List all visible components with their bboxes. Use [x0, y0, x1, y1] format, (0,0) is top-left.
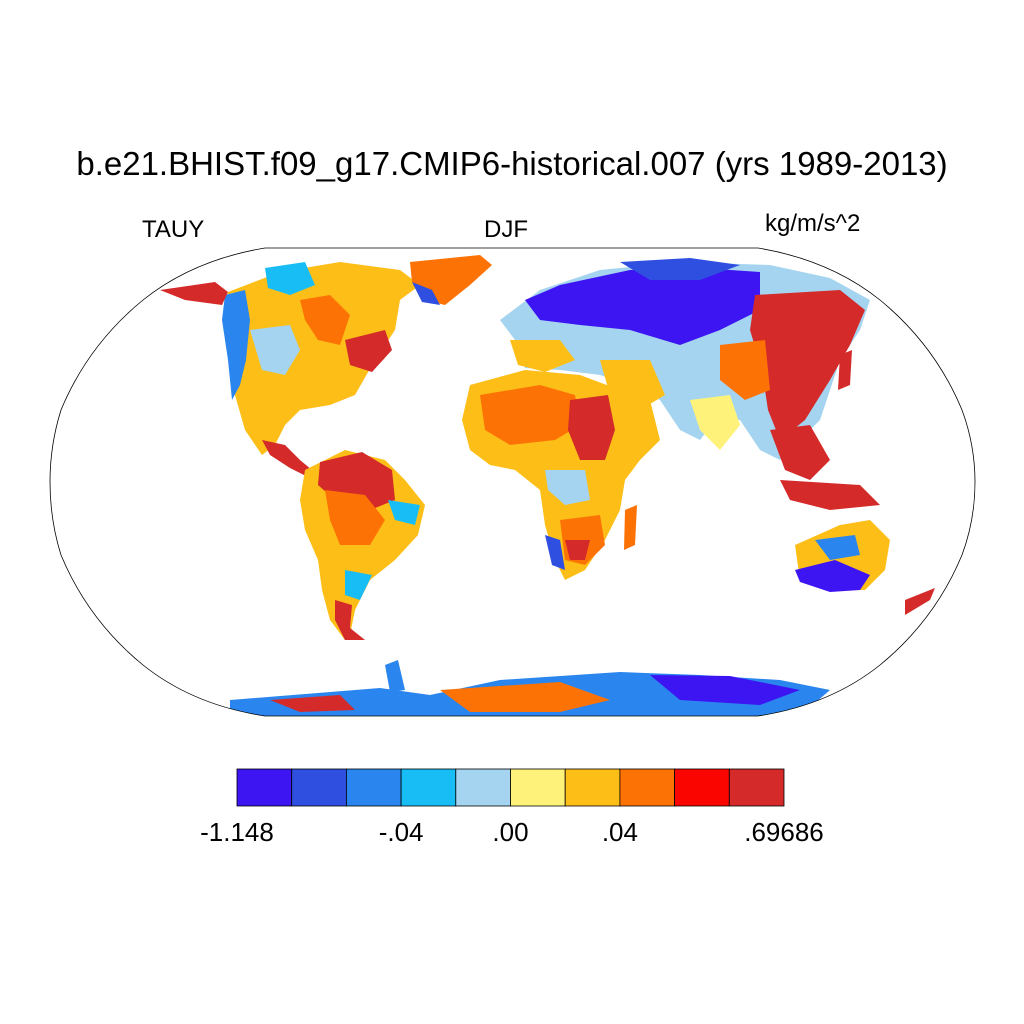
- eastern-asia: [750, 290, 865, 440]
- na-alaska: [160, 282, 228, 305]
- new-zealand: [905, 588, 935, 615]
- europe: [510, 340, 575, 372]
- colorbar-box: [619, 768, 676, 807]
- variable-label: TAUY: [142, 216, 205, 243]
- sa-south-blue: [345, 570, 372, 600]
- season-label: DJF: [484, 216, 528, 243]
- australia: [795, 520, 935, 615]
- colorbar-tick-label: .00: [492, 817, 528, 847]
- antarctica-west: [270, 695, 355, 712]
- map-boundary: [49, 247, 976, 717]
- colorbar-tick-label: .69686: [744, 817, 824, 847]
- colorbar-box: [564, 768, 621, 807]
- africa-south-red: [565, 540, 590, 560]
- central-america: [262, 440, 318, 478]
- sa-interior: [325, 490, 385, 545]
- units-label: kg/m/s^2: [765, 210, 861, 237]
- sa-east-blue: [388, 500, 420, 525]
- na-plains-blue: [250, 325, 300, 375]
- japan: [838, 350, 852, 390]
- siberia-north-2: [620, 258, 740, 280]
- na-west-coast: [222, 290, 250, 400]
- africa-southwest-blue: [545, 535, 565, 570]
- plot-title: b.e21.BHIST.f09_g17.CMIP6-historical.007…: [76, 145, 948, 182]
- antarctica-peninsula: [385, 660, 405, 692]
- colorbar-box: [236, 768, 293, 807]
- indonesia: [780, 480, 880, 510]
- colorbar-box: [510, 768, 566, 807]
- colorbar-tick-label: .04: [602, 817, 638, 847]
- colorbar-box: [400, 768, 457, 807]
- na-east-red: [345, 330, 392, 372]
- na-north-blue: [265, 262, 315, 295]
- antarctica-center: [440, 682, 610, 712]
- colorbar-box: [345, 768, 402, 807]
- colorbar-box: [728, 768, 785, 807]
- north-america-landmass: [222, 262, 420, 455]
- south-america: [300, 450, 425, 640]
- sahara: [480, 385, 580, 445]
- north-america: [160, 255, 492, 478]
- australia-center: [815, 535, 860, 560]
- china-interior: [720, 340, 770, 400]
- middle-east: [600, 360, 665, 410]
- australia-south: [795, 560, 870, 592]
- greenland-tip: [412, 282, 440, 305]
- colorbar-box: [455, 768, 511, 807]
- antarctica-east: [650, 675, 800, 705]
- india: [690, 395, 740, 450]
- patagonia: [335, 600, 365, 640]
- na-central-red: [300, 295, 350, 345]
- colorbar-box: [674, 768, 730, 807]
- madagascar: [624, 505, 637, 550]
- colorbar-tick-label: -1.148: [200, 817, 274, 847]
- colorbar-tick-label: -.04: [379, 817, 424, 847]
- africa: [462, 370, 660, 580]
- colorbar-box: [291, 768, 347, 807]
- siberia: [525, 268, 760, 345]
- antarctica: [230, 660, 830, 716]
- eurasia: [500, 258, 880, 510]
- southeast-asia: [770, 425, 830, 480]
- east-africa: [568, 395, 615, 460]
- africa-central: [545, 470, 590, 505]
